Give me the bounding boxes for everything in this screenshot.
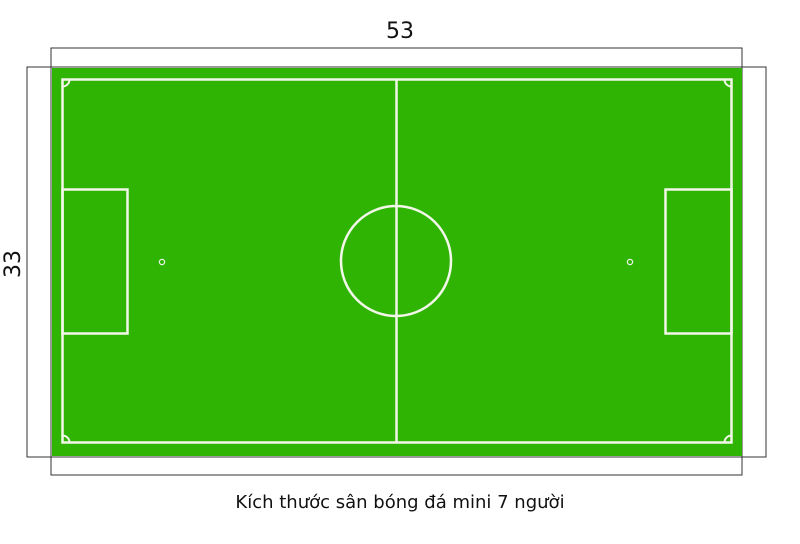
corner-arc-top-left	[62, 79, 71, 88]
diagram-caption: Kích thước sân bóng đá mini 7 người	[235, 492, 565, 513]
length-dimension-label: 53	[386, 19, 414, 44]
left-penalty-area	[61, 188, 129, 335]
right-penalty-area	[664, 188, 733, 335]
corner-arc-top-right	[723, 79, 732, 88]
corner-arc-bottom-right	[723, 434, 732, 443]
width-guide-box	[26, 66, 767, 458]
corner-arc-bottom-left	[62, 434, 71, 443]
left-penalty-spot	[158, 258, 166, 266]
width-dimension-label: 33	[1, 250, 26, 278]
center-circle	[339, 204, 453, 318]
pitch-markings	[61, 78, 733, 444]
right-penalty-spot	[626, 258, 634, 266]
